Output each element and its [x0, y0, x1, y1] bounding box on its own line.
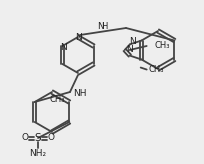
- Text: N: N: [130, 37, 136, 46]
- Text: NH₂: NH₂: [29, 150, 47, 158]
- Text: CH₃: CH₃: [149, 65, 164, 74]
- Text: N: N: [126, 45, 133, 54]
- Text: O: O: [21, 133, 29, 143]
- Text: N: N: [60, 42, 67, 51]
- Text: N: N: [97, 22, 103, 31]
- Text: CH₃: CH₃: [50, 95, 65, 104]
- Text: H: H: [101, 22, 107, 31]
- Text: NH: NH: [73, 89, 87, 98]
- Text: S: S: [35, 133, 41, 143]
- Text: CH₃: CH₃: [155, 41, 170, 51]
- Text: O: O: [48, 133, 54, 143]
- Text: N: N: [75, 32, 81, 41]
